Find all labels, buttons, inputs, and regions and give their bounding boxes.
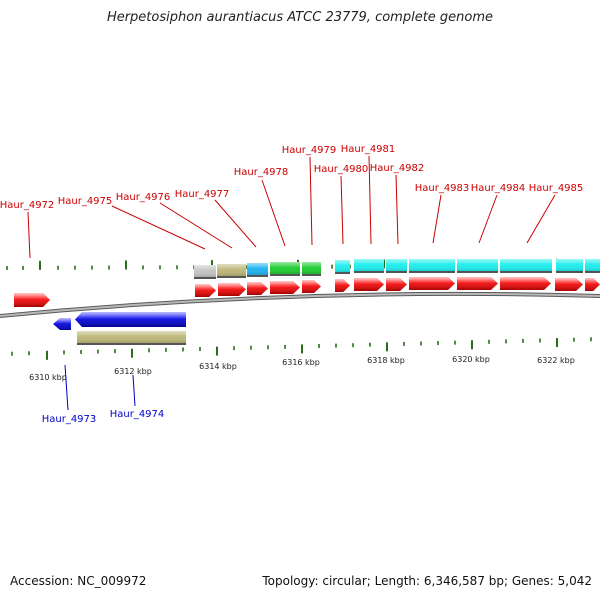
topology-length-genes-text: Topology: circular; Length: 6,346,587 bp… — [262, 574, 592, 588]
gene-arrow-haur-4982[interactable] — [386, 278, 407, 291]
scale-label: 6310 kbp — [29, 373, 67, 382]
bottom-tick-marks — [11, 337, 592, 360]
gene-label-leader-line — [432, 194, 442, 244]
scale-label: 6316 kbp — [282, 358, 320, 367]
gene-arrow-haur-4981[interactable] — [354, 278, 384, 291]
cog-box — [457, 259, 498, 273]
gene-arrow-haur-4985[interactable] — [555, 278, 583, 291]
gene-label-leader-line — [395, 174, 399, 245]
scale-label: 6314 kbp — [199, 362, 237, 371]
gene-arrow-haur-4972[interactable] — [14, 293, 50, 307]
gene-label-leader-line — [526, 194, 556, 244]
gene-label-haur-4978[interactable]: Haur_4978 — [234, 167, 289, 178]
scale-labels: 6310 kbp 6312 kbp 6314 kbp 6316 kbp 6318 kbp… — [29, 355, 575, 382]
scale-label: 6320 kbp — [452, 355, 490, 364]
gene-label-leader-line — [368, 155, 372, 245]
gene-label-leader-line — [478, 194, 498, 244]
gene-label-leader-line — [261, 179, 286, 247]
scale-label: 6322 kbp — [537, 356, 575, 365]
gene-label-leader-line — [111, 205, 206, 250]
gene-label-haur-4981[interactable]: Haur_4981 — [341, 144, 396, 155]
cog-box — [77, 331, 186, 345]
gene-label-leader-line — [132, 374, 136, 407]
cog-box — [409, 259, 455, 273]
gene-label-leader-line — [64, 364, 69, 411]
gene-arrow-haur-4977[interactable] — [247, 282, 268, 295]
gene-label-leader-line — [159, 202, 233, 249]
gene-label-leader-line — [214, 199, 257, 248]
scale-label: 6312 kbp — [114, 367, 152, 376]
cog-box — [302, 262, 321, 276]
gene-label-haur-4979[interactable]: Haur_4979 — [282, 145, 337, 156]
gene-label-leader-line — [27, 211, 31, 259]
gene-arrow-haur-4983[interactable] — [409, 277, 455, 290]
scale-label: 6318 kbp — [367, 356, 405, 365]
gene-arrow-haur-4978[interactable] — [270, 281, 300, 294]
gene-arrow-haur-4975[interactable] — [195, 284, 216, 297]
gene-label-haur-4977[interactable]: Haur_4977 — [175, 189, 230, 200]
gene-labels: Haur_4972 Haur_4975 Haur_4976 Haur_4977 Haur… — [0, 144, 583, 425]
cog-category-boxes — [77, 259, 600, 345]
cog-box — [247, 263, 268, 277]
cog-box — [556, 259, 583, 273]
gene-arrow-haur-4979[interactable] — [302, 280, 321, 293]
genome-title: Herpetosiphon aurantiacus ATCC 23779, co… — [106, 10, 494, 25]
cog-box — [500, 259, 552, 273]
genome-backbone — [0, 291, 600, 318]
cog-box — [335, 260, 350, 274]
gene-arrow-haur-4973[interactable] — [53, 318, 71, 330]
gene-label-haur-4985[interactable]: Haur_4985 — [529, 183, 584, 194]
gene-arrows — [14, 277, 600, 330]
gene-arrow-haur-4985[interactable] — [585, 278, 600, 291]
gene-arrow-haur-4980[interactable] — [335, 279, 350, 292]
gene-label-haur-4975[interactable]: Haur_4975 — [58, 196, 113, 207]
cog-box — [217, 264, 246, 278]
gene-label-haur-4984[interactable]: Haur_4984 — [471, 183, 526, 194]
cog-box — [194, 265, 216, 279]
gene-label-leader-line — [309, 156, 313, 246]
gene-label-leader-line — [340, 175, 344, 245]
gene-label-haur-4982[interactable]: Haur_4982 — [370, 163, 425, 174]
cog-box — [386, 259, 407, 273]
gene-label-haur-4974[interactable]: Haur_4974 — [110, 409, 165, 420]
gene-arrow-haur-4985[interactable] — [500, 277, 551, 290]
gene-label-haur-4976[interactable]: Haur_4976 — [116, 192, 171, 203]
cog-box — [270, 262, 300, 276]
gene-label-haur-4983[interactable]: Haur_4983 — [415, 183, 470, 194]
gene-arrow-haur-4976[interactable] — [218, 283, 246, 296]
cog-box — [354, 259, 384, 273]
gene-arrow-haur-4984[interactable] — [457, 277, 498, 290]
cog-box — [585, 259, 600, 273]
gene-label-haur-4972[interactable]: Haur_4972 — [0, 200, 54, 211]
gene-arrow-haur-4974[interactable] — [75, 312, 186, 327]
accession-text: Accession: NC_009972 — [10, 574, 147, 588]
gene-label-haur-4980[interactable]: Haur_4980 — [314, 164, 369, 175]
gene-label-haur-4973[interactable]: Haur_4973 — [42, 414, 97, 425]
